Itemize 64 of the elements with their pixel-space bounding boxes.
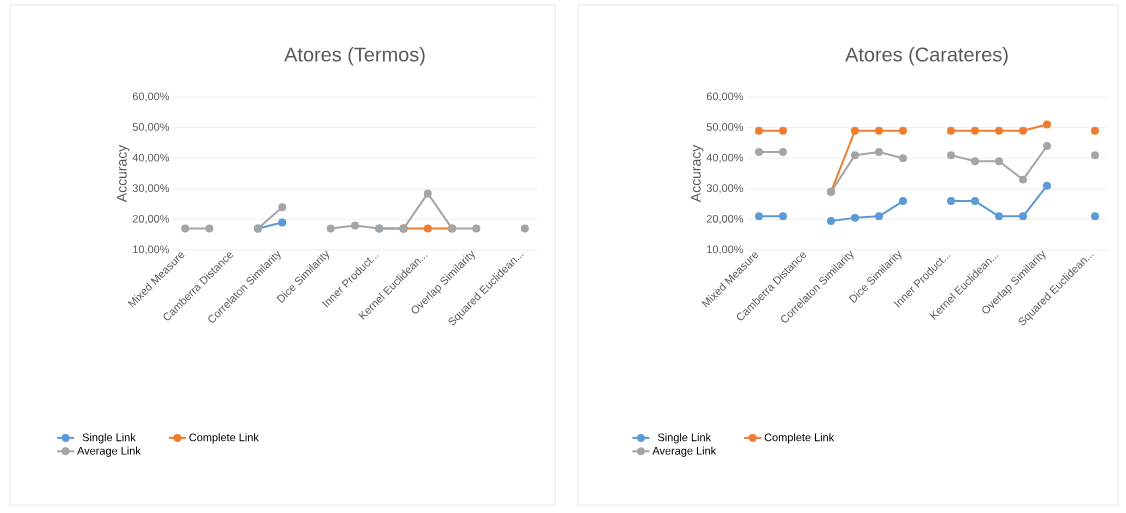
point <box>1043 120 1051 129</box>
chart-title: Atores (Carateres) <box>845 46 1008 66</box>
legend-label: Complete Link <box>764 433 835 444</box>
point <box>1019 175 1027 184</box>
point <box>899 126 907 135</box>
point <box>947 151 955 160</box>
point <box>875 126 883 135</box>
legend-label: Complete Link <box>189 433 259 444</box>
point <box>278 203 287 212</box>
point <box>995 157 1003 166</box>
y-tick-label: 40,00% <box>706 153 744 163</box>
point <box>779 126 787 135</box>
point <box>899 154 907 163</box>
legend-label: Single Link <box>657 433 712 444</box>
point <box>326 224 335 233</box>
point <box>1043 181 1051 190</box>
point <box>205 224 214 233</box>
point <box>875 212 883 221</box>
point <box>1091 126 1099 135</box>
point <box>851 151 859 160</box>
point <box>1019 212 1027 221</box>
point <box>755 148 763 157</box>
point <box>827 216 835 225</box>
y-tick-label: 60,00% <box>706 92 744 102</box>
y-tick-label: 30,00% <box>706 184 744 194</box>
point <box>423 224 432 233</box>
point <box>181 224 190 233</box>
point <box>779 212 787 221</box>
point <box>947 126 955 135</box>
point <box>1091 212 1099 221</box>
y-tick-label: 30,00% <box>132 184 170 194</box>
y-axis-title: Accuracy <box>116 144 130 203</box>
point <box>851 213 859 222</box>
point <box>520 224 529 233</box>
y-tick-label: 50,00% <box>132 123 170 133</box>
point <box>779 148 787 157</box>
legend-label: Average Link <box>652 446 717 457</box>
point <box>423 189 432 198</box>
point <box>278 218 287 227</box>
point <box>971 126 979 135</box>
legend-label: Single Link <box>82 433 136 444</box>
point <box>899 197 907 206</box>
point <box>995 212 1003 221</box>
chart-title: Atores (Termos) <box>284 46 425 66</box>
legend-label: Average Link <box>77 446 141 457</box>
point <box>971 197 979 206</box>
y-tick-label: 20,00% <box>706 214 744 224</box>
point <box>1091 151 1099 160</box>
y-tick-label: 40,00% <box>132 153 170 163</box>
y-tick-label: 20,00% <box>132 214 170 224</box>
point <box>995 126 1003 135</box>
point <box>755 212 763 221</box>
point <box>472 224 481 233</box>
y-tick-label: 60,00% <box>132 92 170 102</box>
point <box>875 148 883 157</box>
point <box>947 197 955 206</box>
point <box>755 126 763 135</box>
point <box>851 126 859 135</box>
point <box>971 157 979 166</box>
point <box>1019 126 1027 135</box>
y-axis-title: Accuracy <box>690 144 704 203</box>
point <box>351 221 359 230</box>
y-tick-label: 50,00% <box>706 123 744 133</box>
point <box>1043 141 1051 150</box>
